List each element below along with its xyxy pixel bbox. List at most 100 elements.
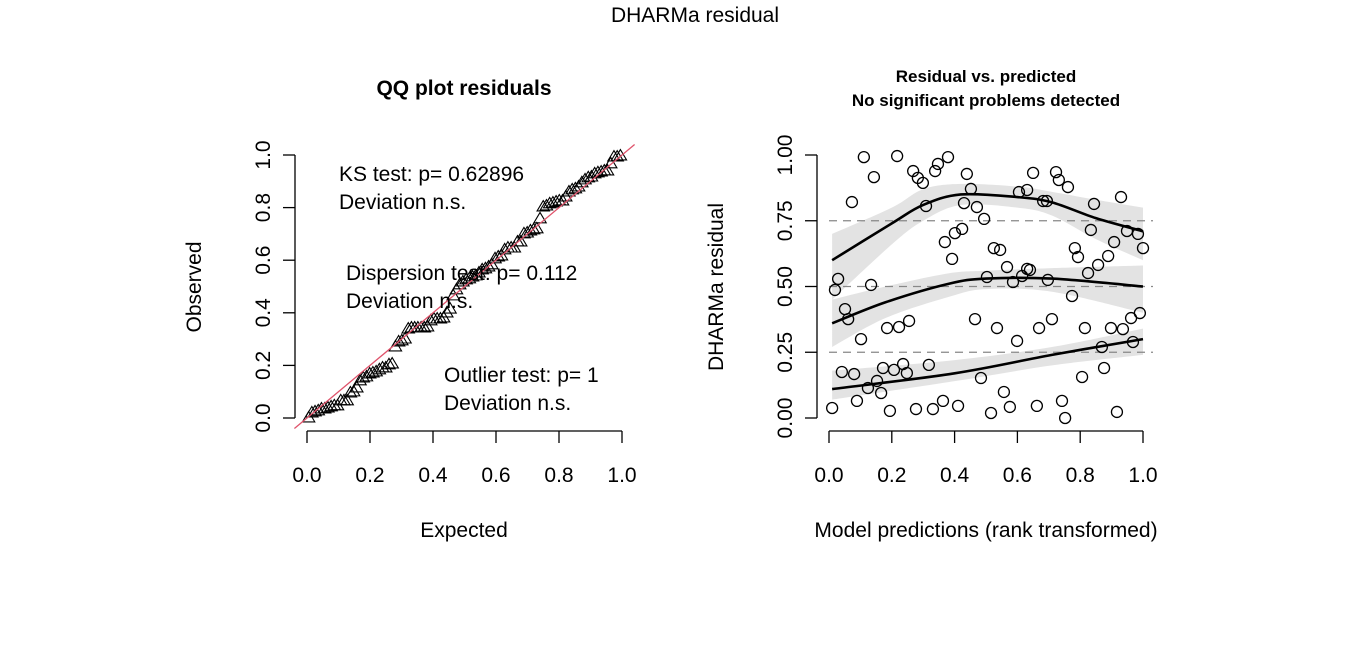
rv-point <box>1020 183 1034 197</box>
outlier-deviation-text: Deviation n.s. <box>444 392 571 415</box>
rv-point <box>857 150 871 164</box>
qq-x-tick-label: 0.8 <box>544 464 573 487</box>
qq-point <box>481 259 496 272</box>
rv-point <box>874 386 888 400</box>
rv-point <box>1087 197 1101 211</box>
rv-subtitle: No significant problems detected <box>852 91 1120 110</box>
qq-point <box>391 334 406 347</box>
qq-reference-line <box>293 143 636 430</box>
rv-point <box>1120 224 1134 238</box>
qq-x-tick-label: 0.6 <box>481 464 510 487</box>
qq-point <box>420 319 435 332</box>
rv-point <box>928 164 942 178</box>
qq-annotation-ks: KS test: p= 0.62896 Deviation n.s. <box>339 163 524 214</box>
qq-point <box>478 261 493 274</box>
rv-point <box>990 321 1004 335</box>
rv-point <box>890 149 904 163</box>
rv-point <box>1068 241 1082 255</box>
rv-point <box>974 371 988 385</box>
rv-y-tick-label: 0.00 <box>774 398 797 439</box>
qq-point <box>545 195 561 208</box>
rv-x-tick-label: 1.0 <box>1128 464 1157 487</box>
rv-point <box>883 404 897 418</box>
qq-point <box>613 148 628 161</box>
rv-point <box>957 196 971 210</box>
curve-q0.25 <box>831 337 1144 391</box>
qq-point <box>494 248 509 261</box>
qq-point <box>465 269 480 282</box>
curve-q0.5 <box>831 276 1144 325</box>
rv-point <box>1058 411 1072 425</box>
rv-point <box>850 394 864 408</box>
rv-point <box>1133 306 1147 320</box>
ks-deviation-text: Deviation n.s. <box>339 191 466 214</box>
qq-point <box>349 380 364 393</box>
rv-point <box>900 366 914 380</box>
rv-point <box>919 199 933 213</box>
rv-point <box>984 406 998 420</box>
qq-point <box>539 198 554 211</box>
dispersion-test-text: Dispersion test: p= 0.112 <box>346 262 577 285</box>
rv-point <box>825 401 839 415</box>
rv-point <box>1041 273 1055 287</box>
rv-point <box>880 321 894 335</box>
rv-point <box>1023 263 1037 277</box>
rv-point <box>909 402 923 416</box>
rv-point <box>1040 194 1054 208</box>
rv-point <box>916 176 930 190</box>
qq-y-tick-label: 1.0 <box>252 140 275 169</box>
rv-point <box>931 157 945 171</box>
rv-point <box>1003 400 1017 414</box>
rv-point <box>997 385 1011 399</box>
rv-point <box>1110 405 1124 419</box>
rv-point <box>1071 250 1085 264</box>
rv-point <box>1126 335 1140 349</box>
rv-point <box>854 332 868 346</box>
qq-x-tick-label: 0.4 <box>418 464 448 487</box>
rv-xlabel: Model predictions (rank transformed) <box>814 519 1157 542</box>
rv-ylabel: DHARMa residual <box>705 203 728 371</box>
qq-y-tick-label: 0.8 <box>252 193 275 222</box>
dispersion-deviation-text: Deviation n.s. <box>346 290 473 313</box>
qq-point <box>590 165 606 178</box>
rv-point <box>1061 180 1075 194</box>
rv-point <box>1010 334 1024 348</box>
qq-xlabel: Expected <box>420 519 508 542</box>
qq-point <box>381 357 397 370</box>
rv-point <box>987 241 1000 255</box>
rv-point <box>1000 260 1014 274</box>
rv-point <box>964 182 978 196</box>
rv-point <box>1055 394 1069 408</box>
rv-y-tick-label: 0.50 <box>774 266 797 307</box>
rv-point <box>1045 312 1059 326</box>
rv-y-tick-label: 0.25 <box>774 332 797 373</box>
rv-point <box>948 226 962 240</box>
qq-point <box>536 199 551 212</box>
rv-point <box>970 200 984 214</box>
qq-point <box>526 222 541 235</box>
qq-point <box>311 403 326 416</box>
qq-plot-panel: QQ plot residuals Expected Observed 0.0 0… <box>183 77 637 542</box>
rv-point <box>1030 399 1044 413</box>
rv-point <box>835 365 849 379</box>
qq-point <box>307 404 323 417</box>
qq-point <box>516 226 532 239</box>
qq-y-tick-label: 0.6 <box>252 246 275 275</box>
rv-point <box>842 312 855 326</box>
band-q0.25 <box>832 328 1143 400</box>
qq-point <box>542 196 557 209</box>
rv-point <box>941 150 955 164</box>
rv-point <box>887 363 901 377</box>
rv-point <box>847 367 861 381</box>
rv-point <box>1116 322 1130 336</box>
qq-point <box>368 364 384 377</box>
rv-point <box>1075 370 1089 384</box>
rv-point <box>864 278 878 292</box>
curve-q0.75 <box>831 192 1144 262</box>
rv-point <box>1006 275 1020 289</box>
rv-point <box>951 399 965 413</box>
rv-x-tick-label: 0.6 <box>1003 464 1032 487</box>
rv-point <box>1114 190 1128 204</box>
rv-point <box>955 222 969 236</box>
